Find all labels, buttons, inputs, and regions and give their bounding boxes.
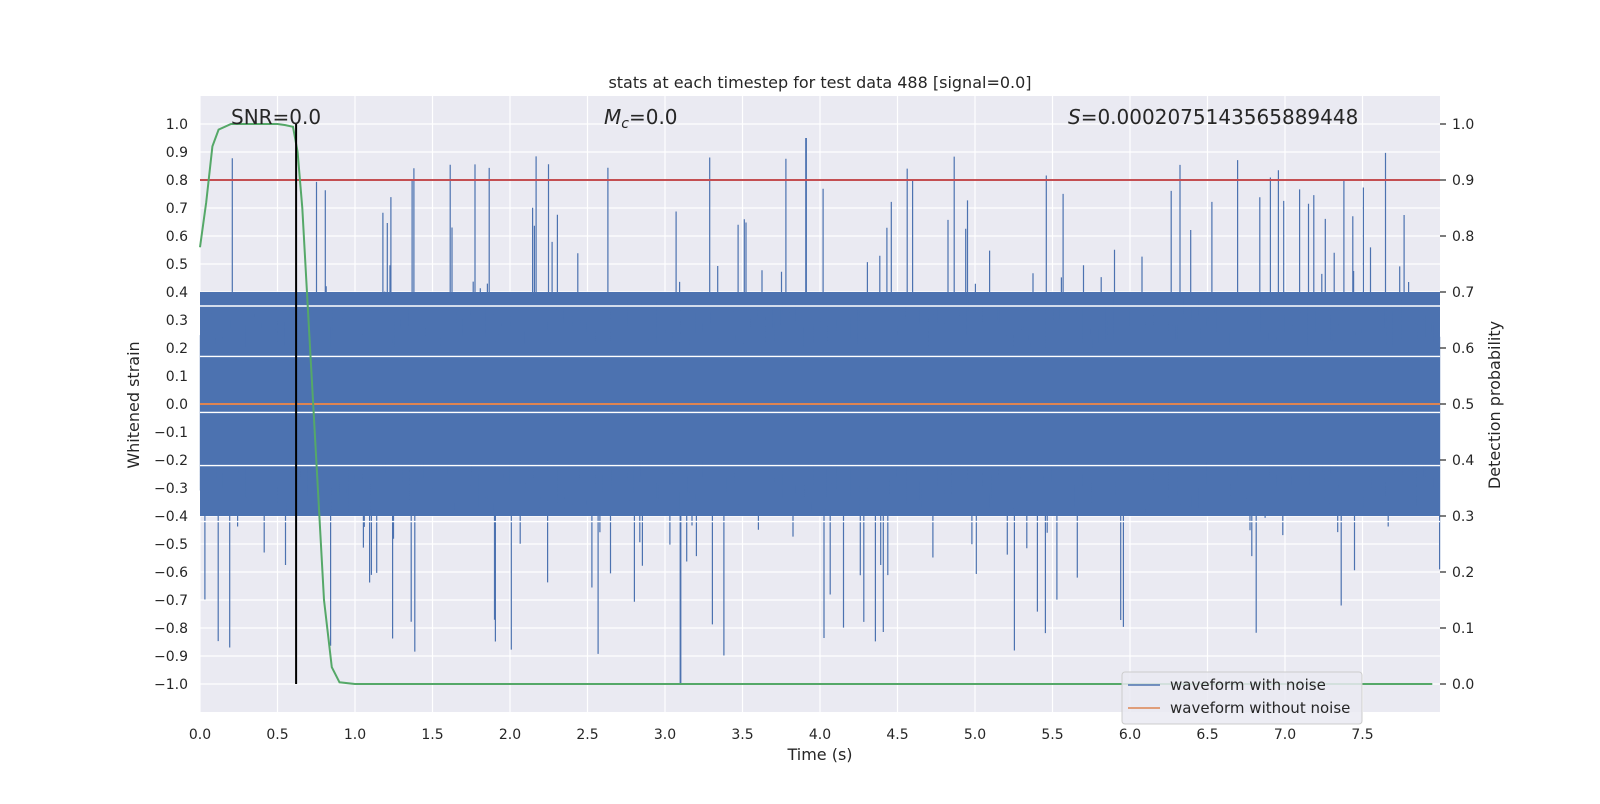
chart-title: stats at each timestep for test data 488… <box>608 73 1031 92</box>
y-tick-label: −0.2 <box>154 453 188 469</box>
legend: waveform with noise waveform without noi… <box>1121 671 1363 725</box>
y-axis-label: Whitened strain <box>124 341 143 468</box>
s-value: =0.0002075143565889448 <box>1081 105 1359 129</box>
legend-label-noise: waveform with noise <box>1170 676 1326 694</box>
legend-label-clean: waveform without noise <box>1170 699 1350 717</box>
y-right-tick-label: 0.0 <box>1452 677 1474 693</box>
y-tick-label: 1.0 <box>166 117 188 133</box>
series-lines <box>199 123 1440 685</box>
y-tick-label: 0.8 <box>166 173 188 189</box>
y-tick-label: −0.4 <box>154 509 188 525</box>
y-tick-label: −0.1 <box>154 425 188 441</box>
y-right-tick-label: 0.9 <box>1452 173 1474 189</box>
y-right-tick-label: 0.1 <box>1452 621 1474 637</box>
series-detection-probability <box>199 123 1433 685</box>
y-tick-label: 0.2 <box>166 341 188 357</box>
y-tick-label: 0.0 <box>166 397 188 413</box>
x-tick-label: 2.5 <box>576 727 598 743</box>
y-right-tick-label: 0.2 <box>1452 565 1474 581</box>
x-tick-label: 0.5 <box>266 727 288 743</box>
x-tick-label: 2.0 <box>499 727 521 743</box>
x-tick-label: 3.0 <box>654 727 676 743</box>
y-tick-label: 0.5 <box>166 257 188 273</box>
y-tick-label: −1.0 <box>154 677 188 693</box>
mc-subscript: c <box>621 116 629 132</box>
x-tick-label: 4.5 <box>886 727 908 743</box>
x-tick-label: 0.0 <box>189 727 211 743</box>
y-tick-label: 0.7 <box>166 201 188 217</box>
y-right-tick-label: 0.3 <box>1452 509 1474 525</box>
y-tick-label: −0.5 <box>154 537 188 553</box>
x-tick-label: 5.5 <box>1041 727 1063 743</box>
y-right-tick-label: 0.4 <box>1452 453 1474 469</box>
y-tick-label: 0.6 <box>166 229 188 245</box>
mc-annotation: Mc=0.0 <box>604 105 678 132</box>
s-annotation: S=0.0002075143565889448 <box>1068 105 1358 129</box>
x-axis: 0.0 0.5 1.0 1.5 2.0 2.5 3.0 3.5 4.0 4.5 5.0 5.5 6.0 6… <box>189 727 1374 743</box>
y-tick-label: 0.4 <box>166 285 188 301</box>
s-symbol: S <box>1068 105 1081 129</box>
snr-annotation: SNR=0.0 <box>231 105 321 129</box>
legend-box <box>1121 671 1363 725</box>
y-tick-label: −0.8 <box>154 621 188 637</box>
x-tick-label: 7.0 <box>1274 727 1296 743</box>
x-tick-label: 6.5 <box>1196 727 1218 743</box>
y-tick-label: 0.1 <box>166 369 188 385</box>
mc-symbol: M <box>604 105 621 129</box>
y-right-axis-label: Detection probability <box>1485 321 1504 489</box>
y-right-tick-label: 0.8 <box>1452 229 1474 245</box>
y-right-tick-label: 0.5 <box>1452 397 1474 413</box>
y-tick-label: 0.9 <box>166 145 188 161</box>
y-right-tick-label: 0.6 <box>1452 341 1474 357</box>
x-tick-label: 7.5 <box>1351 727 1373 743</box>
x-tick-label: 1.0 <box>344 727 366 743</box>
right-axis: 1.0 0.9 0.8 0.7 0.6 0.5 0.4 0.3 0.2 0.1 0.0 <box>1440 117 1474 693</box>
x-tick-label: 5.0 <box>964 727 986 743</box>
y-tick-label: −0.3 <box>154 481 188 497</box>
x-tick-label: 3.5 <box>731 727 753 743</box>
y-tick-label: −0.7 <box>154 593 188 609</box>
x-axis-label: Time (s) <box>786 745 852 764</box>
mc-value: =0.0 <box>629 105 678 129</box>
y-tick-label: −0.6 <box>154 565 188 581</box>
y-tick-label: −0.9 <box>154 649 188 665</box>
x-tick-label: 4.0 <box>809 727 831 743</box>
x-tick-label: 6.0 <box>1119 727 1141 743</box>
left-axis: 1.0 0.9 0.8 0.7 0.6 0.5 0.4 0.3 0.2 0.1 0.0 −0.1 −0.… <box>154 117 188 693</box>
y-tick-label: 0.3 <box>166 313 188 329</box>
y-right-tick-label: 1.0 <box>1452 117 1474 133</box>
x-tick-label: 1.5 <box>421 727 443 743</box>
y-right-tick-label: 0.7 <box>1452 285 1474 301</box>
